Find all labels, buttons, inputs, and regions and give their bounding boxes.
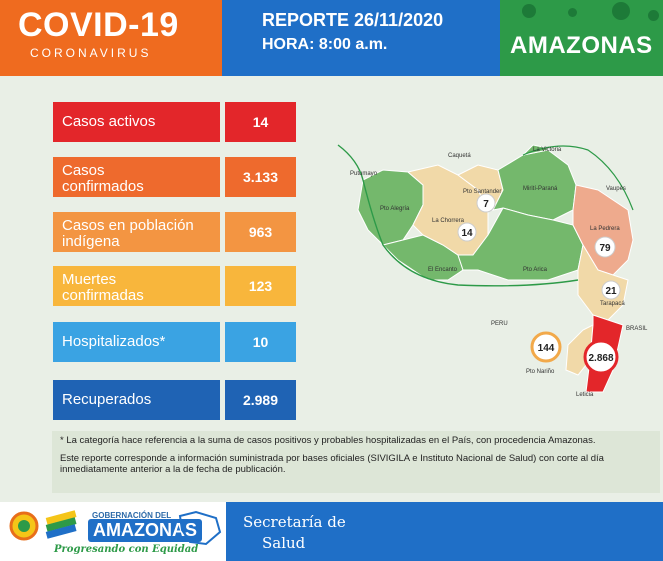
note-fuente: Este reporte corresponde a información s… <box>60 452 604 476</box>
label-pto-narino: Pto Nariño <box>526 369 555 375</box>
gob-label: GOBERNACIÓN DEL <box>92 511 172 520</box>
stat-label: Muertes confirmadas <box>53 266 163 306</box>
count-bubble <box>594 236 616 258</box>
region-pto-arica <box>457 207 584 281</box>
amazonas-map: 7 14 79 21 144 2.868 Caquetá Putumayo La… <box>328 130 663 410</box>
label-pto-alegria: Pto Alegría <box>380 206 410 212</box>
report-time: HORA: 8:00 a.m. <box>262 36 388 53</box>
covid-title: COVID-19 <box>18 6 179 44</box>
secretaria-banner: Secretaría de Salud <box>226 502 663 561</box>
label-leticia: Leticia <box>576 392 594 398</box>
virus-icon <box>612 2 630 20</box>
count-la-chorrera: 14 <box>461 228 473 239</box>
header: COVID-19 CORONAVIRUS REPORTE 26/11/2020 … <box>0 0 663 76</box>
footer: GOBERNACIÓN DEL AMAZONAS Progresando con… <box>0 502 663 561</box>
stat-recuperados: Recuperados 2.989 <box>53 380 296 420</box>
stat-label: Casos en población indígena <box>53 212 220 252</box>
stat-value: 963 <box>225 212 296 252</box>
label-vaupes: Vaupés <box>606 186 626 192</box>
label-brasil: BRASIL <box>626 326 648 332</box>
stat-label: Recuperados <box>53 380 220 420</box>
count-bubble <box>601 280 621 300</box>
stat-casos-activos: Casos activos 14 <box>53 102 296 142</box>
report-banner: REPORTE 26/11/2020 HORA: 8:00 a.m. <box>222 0 500 76</box>
region-tarapaca <box>577 243 629 321</box>
count-bubble <box>457 222 477 242</box>
river-line <box>522 145 634 211</box>
government-seal-icon <box>9 510 77 541</box>
virus-icon <box>522 4 536 18</box>
stat-value: 3.133 <box>225 157 296 197</box>
stat-poblacion-indigena: Casos en población indígena 963 <box>53 212 296 252</box>
count-la-pedrera: 79 <box>599 243 611 254</box>
count-pto-narino: 144 <box>538 343 555 354</box>
map-svg: 7 14 79 21 144 2.868 Caquetá Putumayo La… <box>337 144 648 398</box>
virus-icon <box>648 10 659 21</box>
stat-label: Hospitalizados* <box>53 322 220 362</box>
stat-label-fill <box>163 157 220 197</box>
label-putumayo: Putumayo <box>350 171 378 177</box>
count-leticia: 2.868 <box>588 353 613 364</box>
label-la-pedrera: La Pedrera <box>590 226 620 232</box>
secretaria-label: Secretaría de <box>243 513 346 531</box>
count-bubble <box>583 339 619 375</box>
note-hospitalizados: * La categoría hace referencia a la suma… <box>60 435 596 446</box>
covid-subtitle: CORONAVIRUS <box>30 46 152 60</box>
stat-label: Casos confirmados <box>53 157 163 197</box>
label-el-encanto: El Encanto <box>428 267 458 273</box>
stat-label-fill <box>163 266 220 306</box>
stat-value: 123 <box>225 266 296 306</box>
stat-muertes: Muertes confirmadas 123 <box>53 266 296 306</box>
stat-value: 2.989 <box>225 380 296 420</box>
label-pto-santander: Pto Santander <box>463 189 501 195</box>
report-date: REPORTE 26/11/2020 <box>262 10 444 30</box>
label-tarapaca: Tarapacá <box>600 301 625 307</box>
region-banner: AMAZONAS <box>500 0 663 76</box>
label-la-chorrera: La Chorrera <box>432 218 465 224</box>
stat-label: Casos activos <box>53 102 220 142</box>
region-name: AMAZONAS <box>510 32 653 59</box>
stat-casos-confirmados: Casos confirmados 3.133 <box>53 157 296 197</box>
label-peru: PERU <box>491 321 508 327</box>
river-line <box>337 144 579 287</box>
label-miriti: Mirití-Paraná <box>523 186 558 192</box>
label-pto-arica: Pto Arica <box>523 267 548 273</box>
amazonas-outline-icon <box>178 510 222 546</box>
count-bubble <box>530 331 562 363</box>
covid-banner: COVID-19 CORONAVIRUS <box>0 0 222 76</box>
amazonas-logo: AMAZONAS <box>88 519 202 542</box>
count-pto-santander: 7 <box>483 199 489 210</box>
label-caqueta: Caquetá <box>448 153 471 159</box>
stat-value: 14 <box>225 102 296 142</box>
salud-label: Salud <box>262 534 306 552</box>
stat-value: 10 <box>225 322 296 362</box>
stat-hospitalizados: Hospitalizados* 10 <box>53 322 296 362</box>
slogan: Progresando con Equidad <box>54 544 199 555</box>
label-la-victoria: La Victoria <box>533 147 562 153</box>
virus-icon <box>568 8 577 17</box>
count-bubble <box>476 193 496 213</box>
notes-box: * La categoría hace referencia a la suma… <box>52 431 660 493</box>
count-tarapaca: 21 <box>605 286 617 297</box>
